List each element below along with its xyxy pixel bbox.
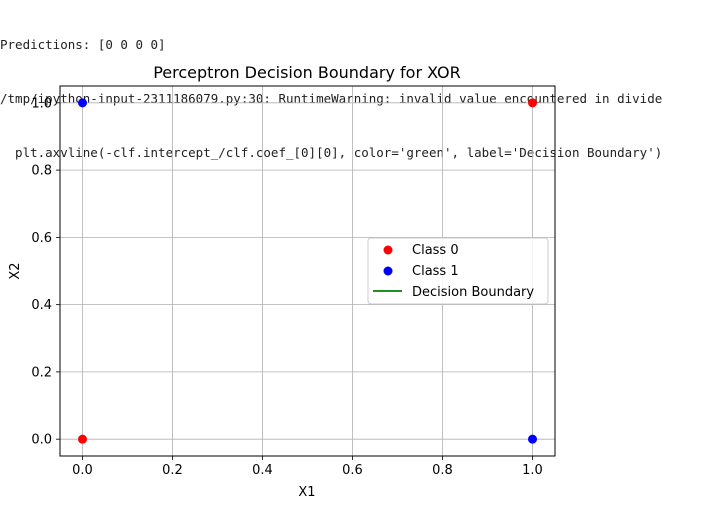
x-tick-label: 0.2 (162, 463, 183, 478)
legend-label-class-0: Class 0 (412, 243, 459, 258)
y-tick-label: 0.0 (31, 433, 52, 448)
x-tick-label: 1.0 (522, 463, 543, 478)
y-tick-label: 0.4 (31, 298, 52, 313)
console-line-predictions: Predictions: [0 0 0 0] (0, 37, 166, 52)
legend-marker-class-0 (383, 245, 393, 255)
y-tick-label: 0.8 (31, 164, 52, 179)
legend-frame (367, 237, 549, 305)
x-tick-label: 0.8 (432, 463, 453, 478)
data-points (78, 98, 537, 444)
data-point-class-1 (528, 434, 537, 444)
data-point-class-1 (78, 98, 87, 108)
data-point-class-0 (78, 434, 87, 444)
axis-ticks: 0.0 0.2 0.4 0.6 0.8 1.0 0.0 0.2 0.4 0.6 0.8 1.0 (31, 96, 543, 478)
legend-marker-class-1 (383, 266, 393, 276)
y-tick-label: 0.2 (31, 365, 52, 380)
y-tick-label: 1.0 (31, 96, 52, 111)
y-tick-label: 0.6 (31, 231, 52, 246)
chart-title: Perceptron Decision Boundary for XOR (153, 63, 461, 82)
console-line-warning: /tmp/ipython-input-2311186079.py:30: Run… (0, 91, 663, 106)
x-tick-label: 0.4 (252, 463, 273, 478)
x-axis-label: X1 (298, 485, 315, 500)
x-tick-label: 0.0 (72, 463, 93, 478)
legend: Class 0 Class 1 Decision Boundary (367, 237, 549, 305)
x-tick-label: 0.6 (342, 463, 363, 478)
console-output: Predictions: [0 0 0 0] /tmp/ipython-inpu… (0, 0, 705, 180)
plot-frame (59, 85, 556, 457)
legend-label-class-1: Class 1 (412, 264, 459, 279)
legend-label-decision-boundary: Decision Boundary (412, 285, 534, 300)
console-line-code: plt.axvline(-clf.intercept_/clf.coef_[0]… (0, 145, 663, 160)
data-point-class-0 (528, 98, 537, 108)
y-axis-label: X2 (8, 262, 23, 279)
